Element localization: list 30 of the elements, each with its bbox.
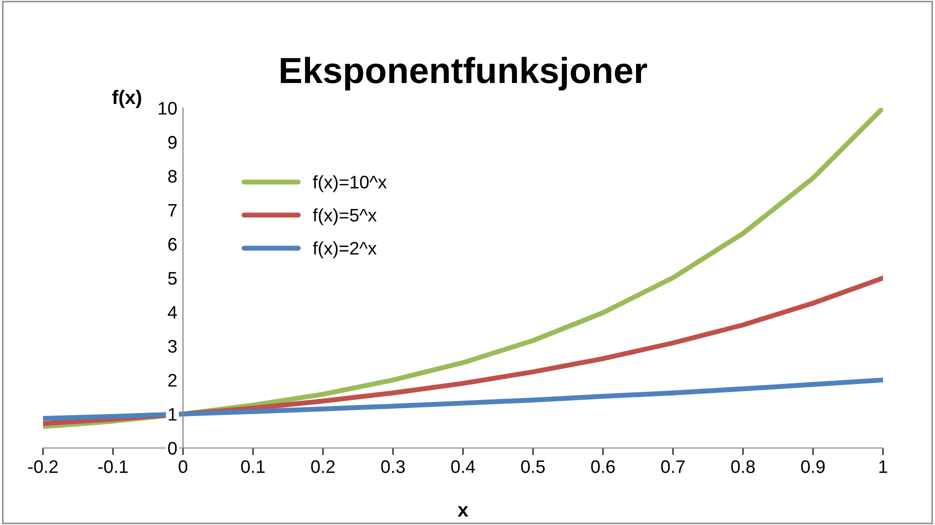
- y-tick-label: 9: [168, 136, 177, 149]
- y-tick-label: 7: [168, 204, 177, 217]
- x-tick-label: -0.1: [98, 460, 128, 474]
- x-tick-label: 0.3: [381, 460, 405, 474]
- legend-label: f(x)=2^x: [312, 241, 377, 258]
- legend-label: f(x)=5^x: [312, 208, 377, 226]
- x-tick-label: 0.4: [451, 460, 476, 474]
- x-tick-label: 0.6: [591, 460, 615, 474]
- x-tick-label: 0: [178, 460, 188, 474]
- y-tick-label: 4: [168, 306, 177, 319]
- x-tick-label: 0.5: [521, 460, 545, 474]
- legend-label: f(x)=10^x: [312, 175, 387, 192]
- y-axis-title: f(x): [112, 90, 142, 108]
- y-tick-label: 5: [168, 272, 177, 285]
- y-tick-label: 0: [168, 442, 177, 455]
- x-tick-label: 0.7: [661, 460, 685, 474]
- x-axis-title: x: [458, 506, 468, 516]
- x-tick-label: 0.8: [731, 460, 755, 474]
- x-tick-label: 0.9: [801, 460, 825, 474]
- y-tick-label: 3: [168, 340, 177, 353]
- y-tick-label: 2: [168, 374, 177, 387]
- y-tick-label: 8: [168, 170, 177, 183]
- y-tick-label: 10: [158, 102, 177, 115]
- x-tick-label: 1: [879, 460, 888, 473]
- x-tick-label: 0.1: [241, 460, 265, 474]
- x-tick-label: 0.2: [311, 460, 335, 474]
- x-tick-label: -0.2: [28, 460, 58, 474]
- chart-title: Eksponentfunksjoner: [280, 56, 648, 90]
- y-tick-label: 6: [168, 238, 177, 251]
- y-tick-label: 1: [168, 408, 177, 421]
